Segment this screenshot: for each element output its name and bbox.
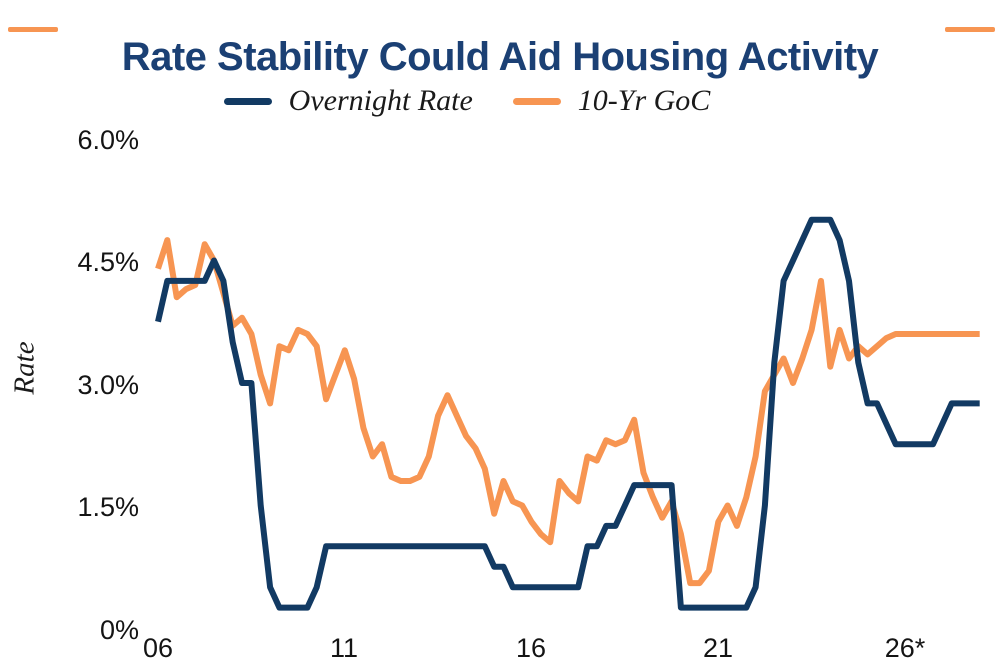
x-tick-label: 21 bbox=[702, 633, 734, 663]
legend-label-overnight-rate: Overnight Rate bbox=[288, 84, 473, 117]
legend-item-10-yr-goc: 10-Yr GoC bbox=[512, 84, 711, 118]
y-tick-label: 4.5% bbox=[77, 247, 139, 277]
10-yr-goc-swatch-icon bbox=[512, 97, 561, 105]
y-tick-label: 1.5% bbox=[77, 492, 139, 522]
legend: Overnight Rate 10-Yr GoC bbox=[0, 84, 1000, 118]
x-tick-label: 06 bbox=[142, 633, 174, 663]
legend-label-10-yr-goc: 10-Yr GoC bbox=[577, 84, 711, 117]
y-tick-label: 3.0% bbox=[77, 370, 139, 400]
y-tick-label: 6.0% bbox=[77, 125, 139, 155]
line-overnight-rate bbox=[155, 216, 980, 611]
overnight-rate-swatch-icon bbox=[223, 97, 272, 105]
title-accent-dash-left bbox=[8, 27, 58, 32]
y-tick-label: 0% bbox=[99, 615, 139, 645]
legend-item-overnight-rate: Overnight Rate bbox=[223, 84, 473, 118]
x-tick-label: 16 bbox=[515, 633, 547, 663]
x-tick-label: 11 bbox=[329, 633, 359, 663]
title-accent-dash-right bbox=[945, 27, 995, 32]
chart-title: Rate Stability Could Aid Housing Activit… bbox=[121, 34, 879, 79]
x-tick-label: 26* bbox=[884, 633, 926, 663]
line-10-yr-goc bbox=[155, 237, 980, 587]
